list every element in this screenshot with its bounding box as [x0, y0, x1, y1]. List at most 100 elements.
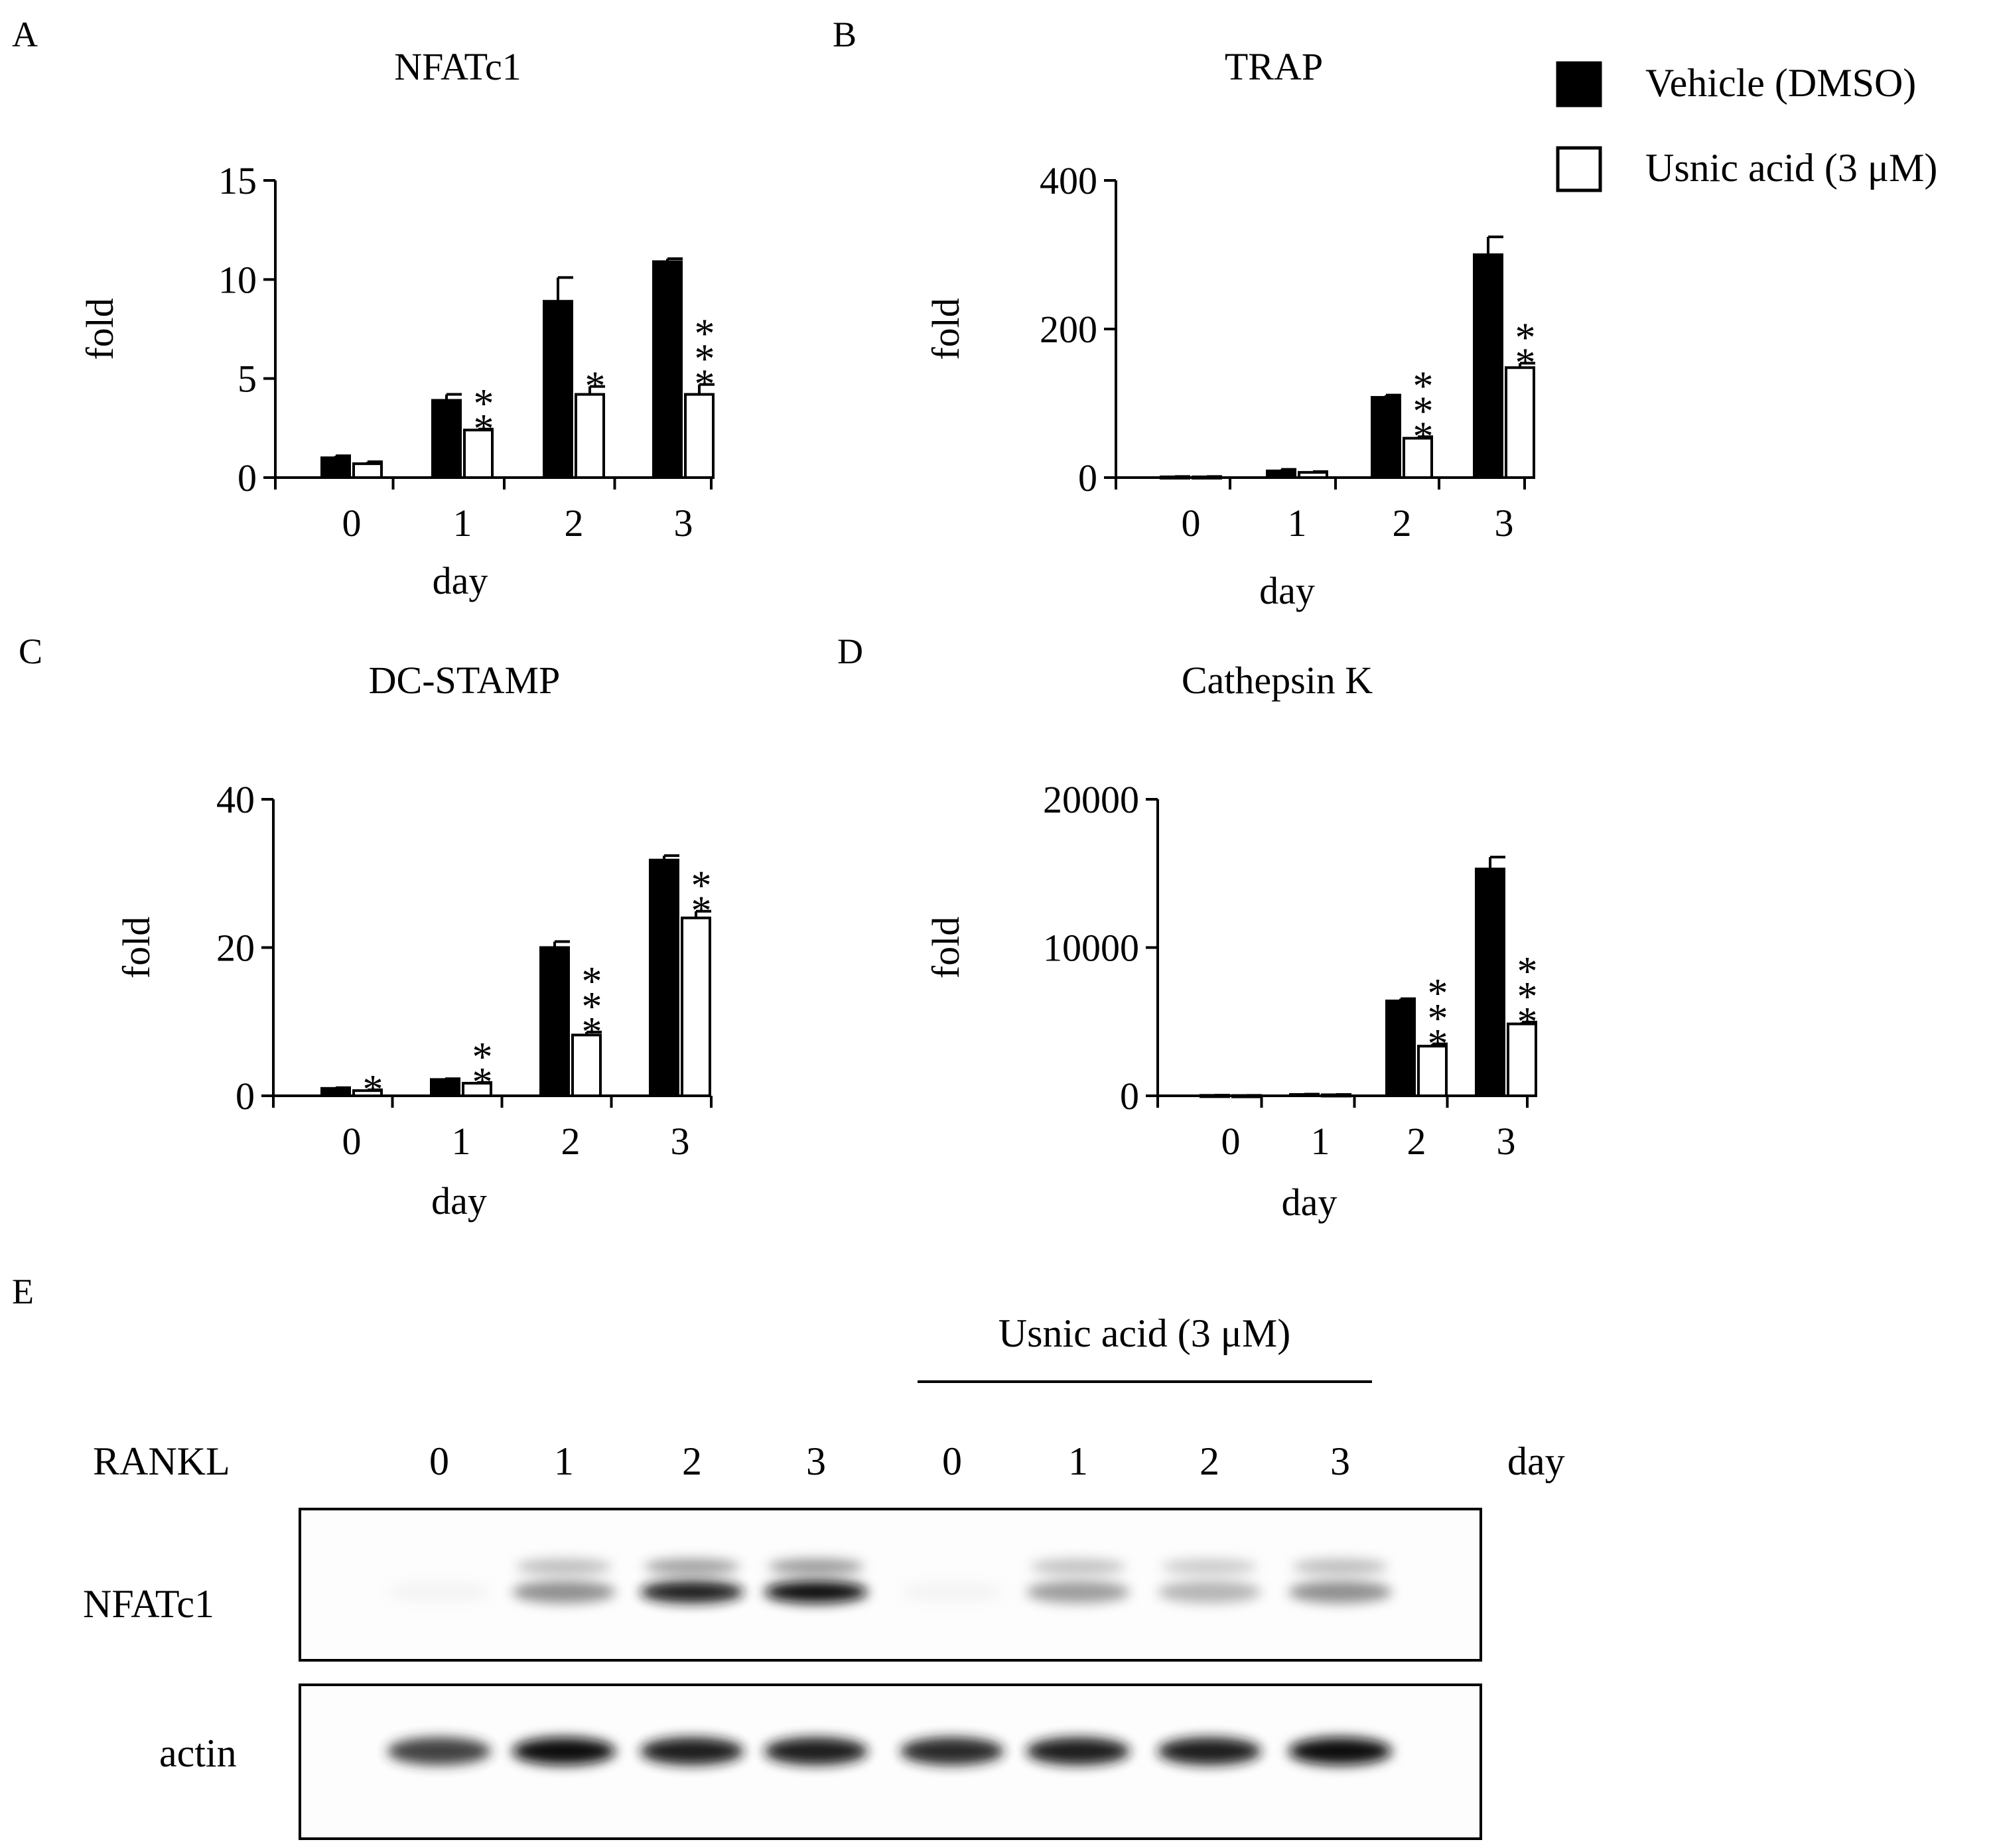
- y-tick-label: 0: [1078, 456, 1097, 499]
- blot-row-nfatc1: NFATc1: [83, 1508, 1482, 1662]
- bar-usnic-acid: [1403, 436, 1433, 480]
- y-tick-label: 20: [216, 927, 255, 970]
- blot-row-label: actin: [159, 1731, 237, 1775]
- panel-letter: D: [837, 631, 863, 671]
- bar-usnic-acid: [463, 429, 494, 480]
- legend-label: Vehicle (DMSO): [1645, 61, 1916, 105]
- lane-label: 1: [1068, 1439, 1088, 1483]
- y-tick-label: 10: [218, 258, 257, 301]
- x-tick-label: 3: [674, 501, 693, 545]
- bar-vehicle: [430, 1078, 460, 1098]
- x-tick-label: 1: [452, 1120, 471, 1163]
- lane-label: 3: [806, 1439, 826, 1483]
- blot-band: [1288, 1737, 1392, 1765]
- bar-usnic-acid: [1505, 366, 1535, 479]
- lane-label: 3: [1330, 1439, 1350, 1483]
- bar-usnic-acid: [1507, 1022, 1537, 1098]
- blot-band: [387, 1581, 491, 1603]
- panel-e: E Usnic acid (3 μM) RANKL day 0 1 2 3 0 1 2 3 NFATc1…: [12, 1272, 1565, 1840]
- x-tick-label: 2: [1393, 501, 1412, 545]
- panel-letter: E: [12, 1272, 34, 1311]
- blot-band: [1158, 1737, 1261, 1765]
- bar-usnic-acid: [352, 462, 383, 479]
- blot-band-upper: [1292, 1559, 1388, 1575]
- significance-marker: * * *: [1413, 363, 1434, 459]
- blot-band: [1026, 1581, 1130, 1603]
- significance-marker: *: [363, 1067, 383, 1112]
- rankl-label: RANKL: [93, 1439, 230, 1483]
- blot-band-upper: [516, 1559, 612, 1575]
- significance-marker: * *: [691, 864, 712, 934]
- blot-band-upper: [644, 1559, 740, 1575]
- x-tick-label: 0: [1182, 501, 1201, 545]
- panel-letter: B: [833, 15, 857, 54]
- x-tick-label: 1: [1311, 1120, 1330, 1163]
- blot-band: [900, 1581, 1004, 1603]
- y-axis-label: fold: [115, 917, 158, 978]
- blot-row-label: NFATc1: [83, 1582, 214, 1626]
- panel-d: D Cathepsin K 0 10000 20000 fold 0 1 2 3 * * * * * * day: [837, 631, 1538, 1224]
- y-tick-label: 5: [238, 358, 257, 401]
- panel-letter: A: [12, 15, 38, 54]
- significance-marker: * * *: [582, 959, 602, 1055]
- blot-band-upper: [1030, 1559, 1126, 1575]
- x-axis-label: day: [431, 1179, 487, 1222]
- blot-band: [1288, 1581, 1392, 1603]
- lane-label: 0: [942, 1439, 962, 1483]
- bar-vehicle: [649, 858, 679, 1097]
- chart-title: NFATc1: [394, 45, 521, 88]
- bar-usnic-acid: [575, 393, 605, 479]
- y-tick-label: 10000: [1043, 927, 1139, 970]
- blot-band: [512, 1737, 616, 1765]
- y-tick-label: 0: [236, 1075, 255, 1118]
- treatment-label: Usnic acid (3 μM): [998, 1311, 1290, 1355]
- blot-band-upper: [1162, 1559, 1257, 1575]
- y-axis-label: fold: [78, 298, 121, 360]
- blot-band: [640, 1581, 744, 1603]
- significance-marker: * * *: [1428, 971, 1448, 1067]
- bar-usnic-acid: [684, 393, 715, 479]
- x-tick-label: 0: [342, 501, 362, 545]
- x-tick-label: 3: [671, 1120, 690, 1163]
- x-tick-label: 2: [1407, 1120, 1426, 1163]
- x-tick-label: 3: [1495, 501, 1514, 545]
- y-tick-label: 40: [216, 778, 255, 821]
- bar-vehicle: [1385, 999, 1416, 1097]
- significance-marker: * * *: [695, 312, 715, 407]
- x-tick-label: 3: [1497, 1120, 1516, 1163]
- bar-vehicle: [652, 260, 683, 479]
- x-tick-label: 2: [561, 1120, 581, 1163]
- x-tick-label: 0: [1221, 1120, 1241, 1163]
- blot-band-upper: [768, 1559, 864, 1575]
- bar-vehicle: [1266, 469, 1296, 479]
- bar-usnic-acid: [1298, 471, 1328, 479]
- x-axis-label: day: [1282, 1181, 1338, 1224]
- bar-vehicle: [539, 946, 570, 1097]
- x-tick-label: 1: [1288, 501, 1307, 545]
- y-tick-label: 400: [1040, 159, 1097, 202]
- lane-label: 1: [554, 1439, 574, 1483]
- y-tick-label: 0: [238, 456, 257, 499]
- y-tick-label: 200: [1040, 308, 1097, 351]
- bar-vehicle: [1473, 253, 1503, 479]
- panel-letter: C: [19, 631, 42, 671]
- blot-band: [640, 1737, 744, 1765]
- significance-marker: * *: [472, 1035, 493, 1105]
- blot-frame: [299, 1683, 1482, 1840]
- bar-vehicle: [543, 300, 573, 479]
- significance-marker: *: [585, 364, 606, 409]
- blot-band: [387, 1737, 491, 1765]
- bar-vehicle: [320, 1087, 351, 1097]
- lane-label: 0: [429, 1439, 449, 1483]
- bar-vehicle: [1371, 396, 1401, 479]
- blot-frame: [299, 1508, 1482, 1662]
- x-tick-label: 0: [342, 1120, 362, 1163]
- y-axis-label: fold: [924, 298, 967, 360]
- bar-vehicle: [1475, 868, 1505, 1098]
- y-tick-label: 20000: [1043, 778, 1139, 821]
- legend-swatch-usnic-acid: [1556, 146, 1602, 192]
- x-tick-label: 1: [453, 501, 472, 545]
